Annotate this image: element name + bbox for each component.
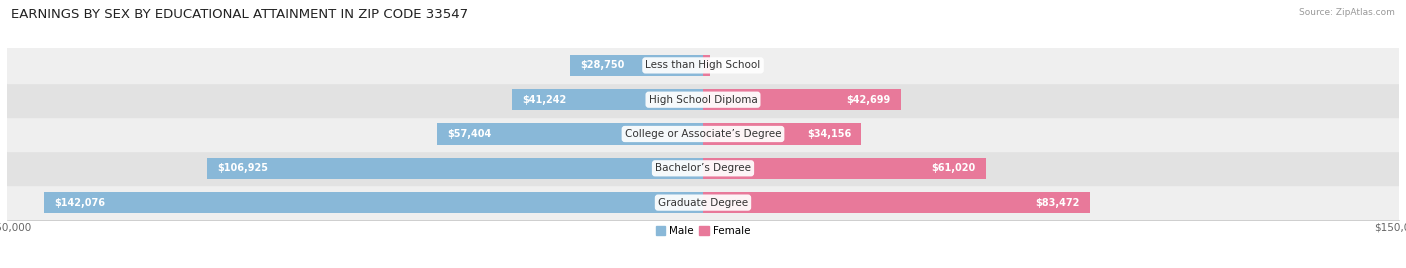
Legend: Male, Female: Male, Female <box>651 222 755 240</box>
Text: $57,404: $57,404 <box>447 129 491 139</box>
Bar <box>207 158 703 179</box>
Text: Less than High School: Less than High School <box>645 60 761 70</box>
Text: $34,156: $34,156 <box>807 129 851 139</box>
Text: $0: $0 <box>710 60 723 70</box>
Bar <box>437 123 703 145</box>
Bar <box>703 192 1090 213</box>
Text: $61,020: $61,020 <box>931 163 976 173</box>
Bar <box>7 185 1399 220</box>
Bar <box>703 123 862 145</box>
Text: Graduate Degree: Graduate Degree <box>658 198 748 208</box>
Text: $142,076: $142,076 <box>55 198 105 208</box>
Text: $83,472: $83,472 <box>1035 198 1080 208</box>
Text: College or Associate’s Degree: College or Associate’s Degree <box>624 129 782 139</box>
Text: Bachelor’s Degree: Bachelor’s Degree <box>655 163 751 173</box>
Text: $42,699: $42,699 <box>846 95 890 105</box>
Bar <box>7 48 1399 83</box>
Text: EARNINGS BY SEX BY EDUCATIONAL ATTAINMENT IN ZIP CODE 33547: EARNINGS BY SEX BY EDUCATIONAL ATTAINMEN… <box>11 8 468 21</box>
Text: $41,242: $41,242 <box>522 95 567 105</box>
Bar <box>44 192 703 213</box>
Bar <box>569 55 703 76</box>
Text: $106,925: $106,925 <box>218 163 269 173</box>
Bar <box>512 89 703 110</box>
Bar <box>7 117 1399 151</box>
Bar <box>703 55 710 76</box>
Bar <box>7 83 1399 117</box>
Bar <box>703 158 986 179</box>
Text: $28,750: $28,750 <box>581 60 624 70</box>
Text: Source: ZipAtlas.com: Source: ZipAtlas.com <box>1299 8 1395 17</box>
Bar <box>7 151 1399 185</box>
Text: High School Diploma: High School Diploma <box>648 95 758 105</box>
Bar <box>703 89 901 110</box>
